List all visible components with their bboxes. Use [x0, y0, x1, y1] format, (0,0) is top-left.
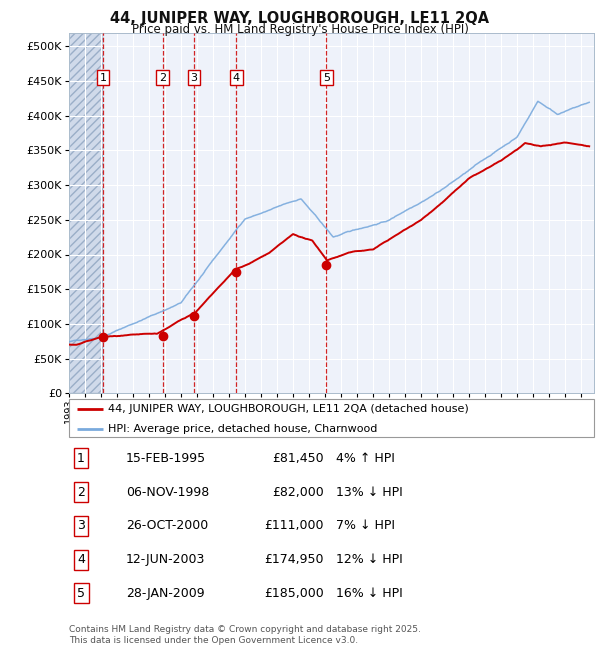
- Text: 15-FEB-1995: 15-FEB-1995: [126, 452, 206, 465]
- Text: 5: 5: [323, 73, 330, 83]
- Text: 2: 2: [159, 73, 166, 83]
- Text: 1: 1: [77, 452, 85, 465]
- Text: HPI: Average price, detached house, Charnwood: HPI: Average price, detached house, Char…: [109, 424, 378, 434]
- Text: 4: 4: [233, 73, 240, 83]
- Text: Price paid vs. HM Land Registry's House Price Index (HPI): Price paid vs. HM Land Registry's House …: [131, 23, 469, 36]
- Text: 44, JUNIPER WAY, LOUGHBOROUGH, LE11 2QA: 44, JUNIPER WAY, LOUGHBOROUGH, LE11 2QA: [110, 11, 490, 26]
- Text: 16% ↓ HPI: 16% ↓ HPI: [336, 587, 403, 600]
- Text: £174,950: £174,950: [265, 553, 324, 566]
- Text: 26-OCT-2000: 26-OCT-2000: [126, 519, 208, 532]
- Text: 13% ↓ HPI: 13% ↓ HPI: [336, 486, 403, 499]
- Text: Contains HM Land Registry data © Crown copyright and database right 2025.
This d: Contains HM Land Registry data © Crown c…: [69, 625, 421, 645]
- Text: £82,000: £82,000: [272, 486, 324, 499]
- Text: 3: 3: [77, 519, 85, 532]
- Text: £185,000: £185,000: [264, 587, 324, 600]
- Text: 12% ↓ HPI: 12% ↓ HPI: [336, 553, 403, 566]
- Bar: [69, 32, 103, 393]
- Text: 3: 3: [191, 73, 197, 83]
- Text: 4% ↑ HPI: 4% ↑ HPI: [336, 452, 395, 465]
- Text: 12-JUN-2003: 12-JUN-2003: [126, 553, 205, 566]
- Text: 44, JUNIPER WAY, LOUGHBOROUGH, LE11 2QA (detached house): 44, JUNIPER WAY, LOUGHBOROUGH, LE11 2QA …: [109, 404, 469, 413]
- Text: 7% ↓ HPI: 7% ↓ HPI: [336, 519, 395, 532]
- Text: 2: 2: [77, 486, 85, 499]
- Text: £111,000: £111,000: [265, 519, 324, 532]
- Text: 5: 5: [77, 587, 85, 600]
- Text: 28-JAN-2009: 28-JAN-2009: [126, 587, 205, 600]
- Text: 4: 4: [77, 553, 85, 566]
- Text: £81,450: £81,450: [272, 452, 324, 465]
- Text: 06-NOV-1998: 06-NOV-1998: [126, 486, 209, 499]
- Text: 1: 1: [100, 73, 106, 83]
- Bar: [69, 32, 103, 393]
